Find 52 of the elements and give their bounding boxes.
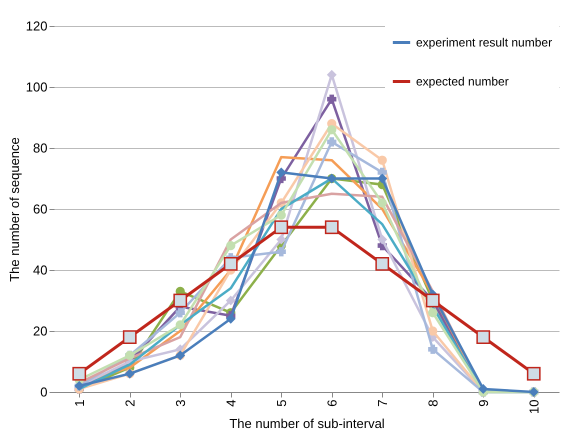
- point: [378, 174, 387, 184]
- x-tick-label: 7: [374, 400, 390, 407]
- y-tick-label: 80: [33, 140, 48, 156]
- point: [324, 220, 339, 234]
- point: [224, 257, 238, 271]
- point: [378, 156, 387, 165]
- point: [122, 330, 137, 344]
- point: [72, 366, 86, 381]
- point: [226, 314, 236, 324]
- x-tick-label: 9: [476, 400, 491, 407]
- x-tick-label: 1: [72, 400, 87, 407]
- point: [476, 330, 490, 344]
- x-tick-label: 10: [526, 400, 542, 414]
- y-tick-label: 120: [26, 18, 48, 34]
- point: [428, 344, 438, 354]
- y-tick-label: 100: [26, 80, 48, 94]
- point: [176, 320, 185, 330]
- point: [327, 125, 336, 134]
- point: [276, 168, 286, 178]
- point: [276, 210, 286, 220]
- point: [173, 294, 188, 308]
- x-tick-label: 4: [223, 400, 238, 407]
- point: [327, 94, 336, 104]
- x-tick-label: 2: [122, 400, 138, 407]
- point: [176, 308, 185, 318]
- point: [478, 384, 488, 394]
- point: [226, 296, 236, 306]
- x-axis-title: The number of sub-interval: [229, 416, 385, 431]
- point: [375, 257, 390, 271]
- point: [426, 294, 440, 308]
- point: [327, 70, 336, 80]
- legend-label: expected number: [416, 74, 509, 88]
- y-axis-title: The number of sequence: [6, 137, 22, 282]
- point: [276, 247, 286, 256]
- point: [276, 234, 286, 244]
- point: [378, 198, 387, 208]
- y-tick-label: 60: [33, 202, 48, 216]
- y-tick-label: 0: [40, 384, 48, 400]
- point: [428, 326, 438, 336]
- x-tick-label: 5: [274, 400, 289, 407]
- x-tick-label: 3: [172, 400, 188, 407]
- y-tick-label: 20: [33, 324, 48, 338]
- point: [526, 366, 541, 381]
- point: [327, 137, 336, 147]
- x-tick-label: 6: [324, 400, 340, 407]
- point: [226, 240, 236, 250]
- point: [274, 220, 288, 234]
- legend-label: experiment result number: [416, 36, 552, 50]
- point: [378, 234, 387, 244]
- x-tick-label: 8: [425, 400, 440, 407]
- point: [428, 308, 438, 318]
- y-tick-label: 40: [33, 262, 48, 278]
